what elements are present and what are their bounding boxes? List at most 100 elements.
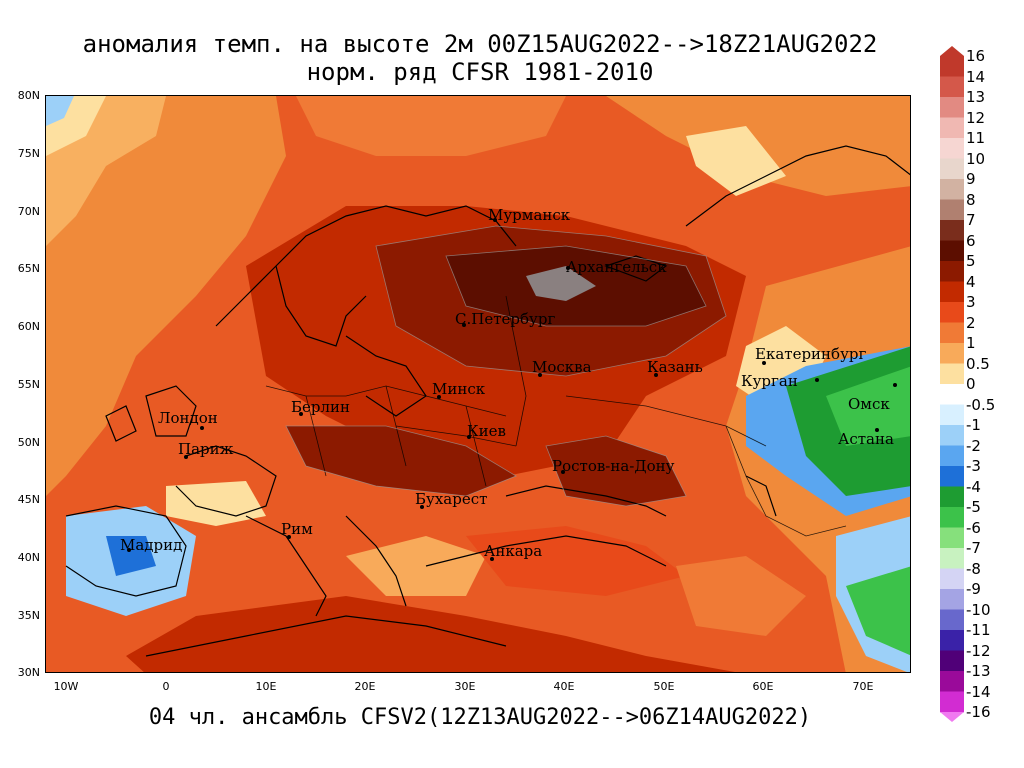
anomaly-zone-nw-cold — [46, 96, 74, 126]
city-label-paris: Париж — [178, 440, 234, 458]
city-marker-kyiv — [467, 435, 471, 439]
colorbar-level-label: -3 — [966, 457, 981, 475]
colorbar-level-label: -9 — [966, 580, 981, 598]
anomaly-zone-balkan-light — [346, 536, 486, 596]
colorbar-swatch — [940, 56, 964, 77]
colorbar-level-label: 14 — [966, 67, 986, 86]
city-marker-berlin — [299, 412, 303, 416]
city-marker-minsk — [437, 395, 441, 399]
city-label-astana: Астана — [838, 430, 894, 448]
colorbar-level-label: 0.5 — [966, 354, 990, 373]
city-marker-moscow — [538, 373, 542, 377]
colorbar-level-label: 7 — [966, 211, 976, 229]
anomaly-zone-caucasus — [676, 556, 806, 636]
city-marker-arkhangelsk — [566, 266, 570, 270]
city-label-murmansk: Мурманск — [488, 206, 571, 224]
lon-label-20e: 20E — [354, 680, 376, 693]
colorbar-swatch — [940, 568, 964, 590]
lon-label-60e: 60E — [752, 680, 774, 693]
city-marker-madrid — [127, 548, 131, 552]
anomaly-zone-iberia-blue — [106, 536, 156, 576]
colorbar-swatch — [940, 363, 964, 385]
colorbar — [940, 46, 964, 722]
colorbar-swatch — [940, 240, 964, 262]
city-label-kurgan: Курган — [741, 372, 798, 390]
lat-label-50n: 50N — [17, 436, 40, 449]
colorbar-swatch — [940, 425, 964, 446]
city-marker-omsk — [893, 383, 897, 387]
city-marker-ankara — [490, 557, 494, 561]
coastlines — [65, 145, 910, 657]
colorbar-level-label: 12 — [966, 108, 986, 127]
anomaly-zone-rostov — [546, 436, 686, 506]
city-label-yekaterinburg: Екатеринбург — [755, 345, 867, 363]
colorbar-level-label: -16 — [966, 703, 991, 721]
city-label-bucharest: Бухарест — [415, 490, 488, 508]
colorbar-swatch — [940, 445, 964, 467]
colorbar-swatch — [940, 322, 964, 344]
colorbar-swatch — [940, 486, 964, 508]
colorbar-top-arrow — [940, 46, 964, 56]
colorbar-swatch — [940, 117, 964, 139]
country-borders — [265, 295, 847, 537]
colorbar-swatch — [940, 527, 964, 549]
colorbar-swatch — [940, 97, 964, 118]
anomaly-zone-peak-gray — [526, 266, 596, 301]
colorbar-swatch — [940, 158, 964, 180]
anomaly-zone-atlantic — [46, 96, 286, 496]
lon-label-0: 0 — [162, 680, 170, 693]
colorbar-level-label: -11 — [966, 621, 991, 639]
colorbar-level-label: -0.5 — [966, 395, 996, 414]
lat-label-65n: 65N — [17, 262, 40, 275]
lat-label-75n: 75N — [17, 147, 40, 160]
lat-label-35n: 35N — [17, 609, 40, 622]
city-label-omsk: Омск — [848, 395, 890, 413]
city-label-london: Лондон — [158, 409, 218, 427]
city-label-madrid: Мадрид — [120, 536, 183, 554]
city-label-rome: Рим — [281, 520, 313, 538]
colorbar-swatch — [940, 179, 964, 200]
colorbar-swatch — [940, 589, 964, 610]
lat-label-70n: 70N — [17, 205, 40, 218]
city-marker-yekaterinburg — [762, 361, 766, 365]
anomaly-map — [45, 95, 911, 673]
colorbar-swatch — [940, 630, 964, 651]
colorbar-level-label: 2 — [966, 313, 976, 332]
colorbar-swatch — [940, 138, 964, 159]
city-label-ankara: Анкара — [484, 542, 543, 560]
anomaly-zone-central-asia-green — [846, 566, 910, 656]
anomaly-zone-central-europe — [286, 426, 516, 496]
colorbar-level-label: -7 — [966, 539, 981, 557]
colorbar-level-label: 0 — [966, 375, 976, 393]
temperature-anomaly-field — [46, 96, 910, 672]
lat-label-30n: 30N — [17, 666, 40, 679]
colorbar-swatch — [940, 650, 964, 672]
city-marker-kazan — [654, 373, 658, 377]
colorbar-level-label: 13 — [966, 88, 986, 106]
lat-label-40n: 40N — [17, 551, 40, 564]
colorbar-level-label: 1 — [966, 334, 976, 352]
anomaly-zone-siberia-deep — [826, 366, 910, 446]
colorbar-level-label: -5 — [966, 498, 981, 516]
colorbar-swatch — [940, 281, 964, 303]
colorbar-level-label: 10 — [966, 149, 986, 168]
city-marker-rostov — [561, 470, 565, 474]
map-title-line1: аномалия темп. на высоте 2м 00Z15AUG2022… — [82, 30, 878, 58]
city-label-kyiv: Киев — [467, 422, 506, 440]
city-label-kazan: Казань — [647, 358, 703, 376]
map-subtitle: 04 чл. ансамбль CFSV2(12Z13AUG2022-->06Z… — [148, 705, 812, 730]
city-marker-murmansk — [493, 218, 497, 222]
colorbar-swatch — [940, 507, 964, 528]
city-label-rostov: Ростов-на-Дону — [552, 457, 675, 475]
contour-lines — [285, 225, 727, 507]
colorbar-level-label: 4 — [966, 272, 976, 291]
colorbar-level-label: 6 — [966, 231, 976, 250]
colorbar-level-label: -12 — [966, 641, 991, 660]
lon-label-30e: 30E — [454, 680, 476, 693]
colorbar-swatch — [940, 261, 964, 282]
lat-label-80n: 80N — [17, 89, 40, 102]
city-marker-rome — [287, 535, 291, 539]
colorbar-bottom-arrow — [940, 712, 964, 722]
city-marker-astana — [875, 428, 879, 432]
lat-label-55n: 55N — [17, 378, 40, 391]
